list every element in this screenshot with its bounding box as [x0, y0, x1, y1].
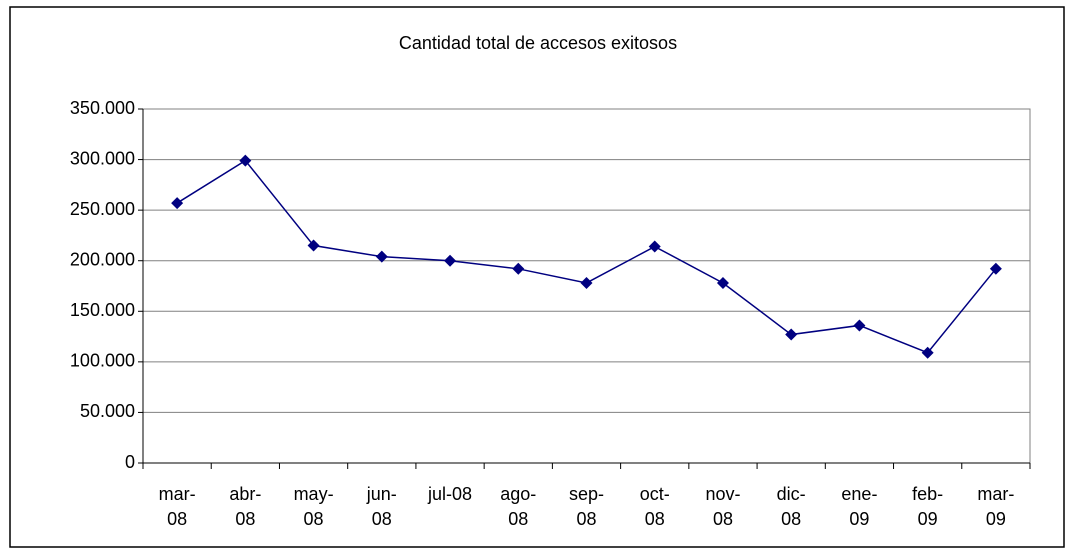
marker: [307, 239, 320, 252]
y-tick-label: 100.000: [70, 351, 135, 371]
x-tick-label: nov-08: [705, 484, 741, 529]
x-tick-label: jun-08: [366, 484, 397, 529]
x-tick-label: dic-08: [776, 484, 806, 529]
marker: [512, 262, 525, 275]
chart-title: Cantidad total de accesos exitosos: [399, 33, 677, 53]
marker: [648, 240, 661, 253]
marker: [989, 262, 1002, 275]
marker: [375, 250, 388, 263]
x-tick-label: ene-09: [841, 484, 878, 529]
marker: [171, 197, 184, 210]
marker: [921, 346, 934, 359]
marker: [580, 276, 593, 289]
x-tick-label: oct-08: [639, 484, 670, 529]
marker: [444, 254, 457, 267]
y-tick-label: 200.000: [70, 249, 135, 269]
x-tick-label: mar-09: [977, 484, 1015, 529]
x-tick-label: sep-08: [568, 484, 604, 529]
y-tick-label: 50.000: [80, 401, 135, 421]
x-tick-label: abr-08: [229, 484, 262, 529]
y-tick-label: 350.000: [70, 98, 135, 118]
y-tick-label: 0: [125, 452, 135, 472]
marker: [716, 276, 729, 289]
y-tick-label: 300.000: [70, 148, 135, 168]
x-tick-label: ago-08: [500, 484, 537, 529]
marker: [853, 319, 866, 332]
x-tick-label: mar-08: [158, 484, 196, 529]
marker: [785, 328, 798, 341]
marker: [239, 154, 252, 167]
x-tick-label: may-08: [293, 484, 334, 529]
y-tick-label: 250.000: [70, 199, 135, 219]
y-tick-label: 150.000: [70, 300, 135, 320]
x-tick-label: feb-09: [912, 484, 944, 529]
x-tick-label: jul-08: [428, 484, 473, 504]
